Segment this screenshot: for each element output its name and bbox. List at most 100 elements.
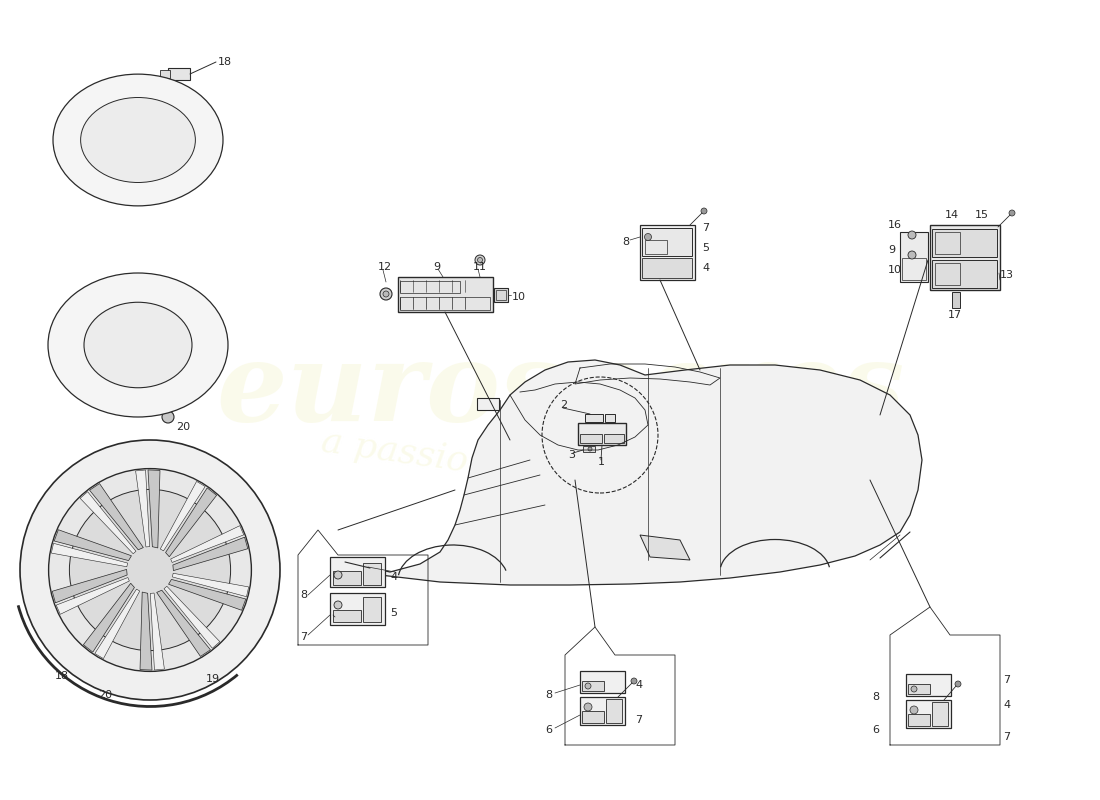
Text: 6: 6 [872,725,879,735]
Text: 2: 2 [560,400,568,410]
Text: 4: 4 [390,572,397,582]
Bar [333,571,361,585]
Text: 17: 17 [948,310,962,320]
Bar [198,675,204,686]
Polygon shape [173,537,248,570]
Bar [932,229,997,257]
Bar [580,434,602,443]
Circle shape [143,563,156,577]
Polygon shape [168,579,245,610]
Text: 4: 4 [635,680,642,690]
Text: 7: 7 [702,223,710,233]
Polygon shape [89,483,143,550]
Text: 12: 12 [378,262,392,272]
Text: 1: 1 [598,457,605,467]
Polygon shape [170,526,244,562]
Polygon shape [148,470,159,548]
Bar [935,232,960,254]
Bar [580,671,625,693]
Bar [363,597,381,622]
Bar [95,637,104,645]
Bar [640,225,695,280]
Bar [400,297,490,310]
Bar [477,398,499,410]
Circle shape [334,601,342,609]
Bar [330,593,385,625]
Text: 9: 9 [433,262,440,272]
Ellipse shape [48,273,228,417]
Text: 4: 4 [702,263,710,273]
Circle shape [133,135,143,145]
Bar [900,232,928,282]
Bar [168,68,190,80]
Bar [645,240,667,254]
Text: 6: 6 [544,725,552,735]
Bar [400,281,460,293]
Polygon shape [54,530,131,561]
Polygon shape [135,470,150,547]
Circle shape [588,447,592,451]
Bar [908,684,930,694]
Bar [902,258,926,280]
Bar [906,674,952,696]
Circle shape [910,706,918,714]
Bar [104,634,130,648]
Circle shape [475,255,485,265]
Text: 18: 18 [218,57,232,67]
Polygon shape [151,593,164,670]
Ellipse shape [53,74,223,206]
Circle shape [701,208,707,214]
Text: 4: 4 [1003,700,1010,710]
Circle shape [911,686,917,692]
Bar [642,228,692,256]
Circle shape [585,683,591,689]
Bar [604,434,624,443]
Circle shape [138,557,163,583]
Bar [363,563,381,585]
Text: 10: 10 [888,265,902,275]
Bar [606,699,621,723]
Polygon shape [56,578,130,614]
Bar [605,414,615,422]
Text: 8: 8 [621,237,629,247]
Bar [930,225,1000,290]
Bar [398,277,493,312]
Text: 7: 7 [635,715,642,725]
Bar [583,446,595,452]
Text: 8: 8 [872,692,879,702]
Bar [642,258,692,278]
Bar [582,711,604,723]
Circle shape [138,193,148,203]
Polygon shape [52,570,128,603]
Polygon shape [52,543,128,566]
Circle shape [1009,210,1015,216]
Bar [582,681,604,691]
Polygon shape [140,592,152,670]
Text: 9: 9 [888,245,895,255]
Bar [578,423,626,445]
Text: 8: 8 [544,690,552,700]
Text: 8: 8 [300,590,307,600]
Bar [585,414,603,422]
Polygon shape [161,482,206,551]
Text: 11: 11 [473,262,487,272]
Polygon shape [95,589,140,658]
Circle shape [124,331,152,359]
Circle shape [645,234,651,241]
Circle shape [631,678,637,684]
Polygon shape [84,583,134,652]
Circle shape [128,548,172,592]
Bar [908,714,930,726]
Bar [330,557,385,587]
Text: 20: 20 [176,422,190,432]
Circle shape [69,490,231,650]
Text: 16: 16 [888,220,902,230]
Circle shape [955,681,961,687]
Text: 18: 18 [55,671,69,681]
Text: 20: 20 [98,690,112,699]
Text: 15: 15 [975,210,989,220]
Circle shape [162,411,174,423]
Text: a passion for parts: a passion for parts [319,425,661,506]
Text: 13: 13 [1000,270,1014,280]
Text: 7: 7 [1003,732,1010,742]
